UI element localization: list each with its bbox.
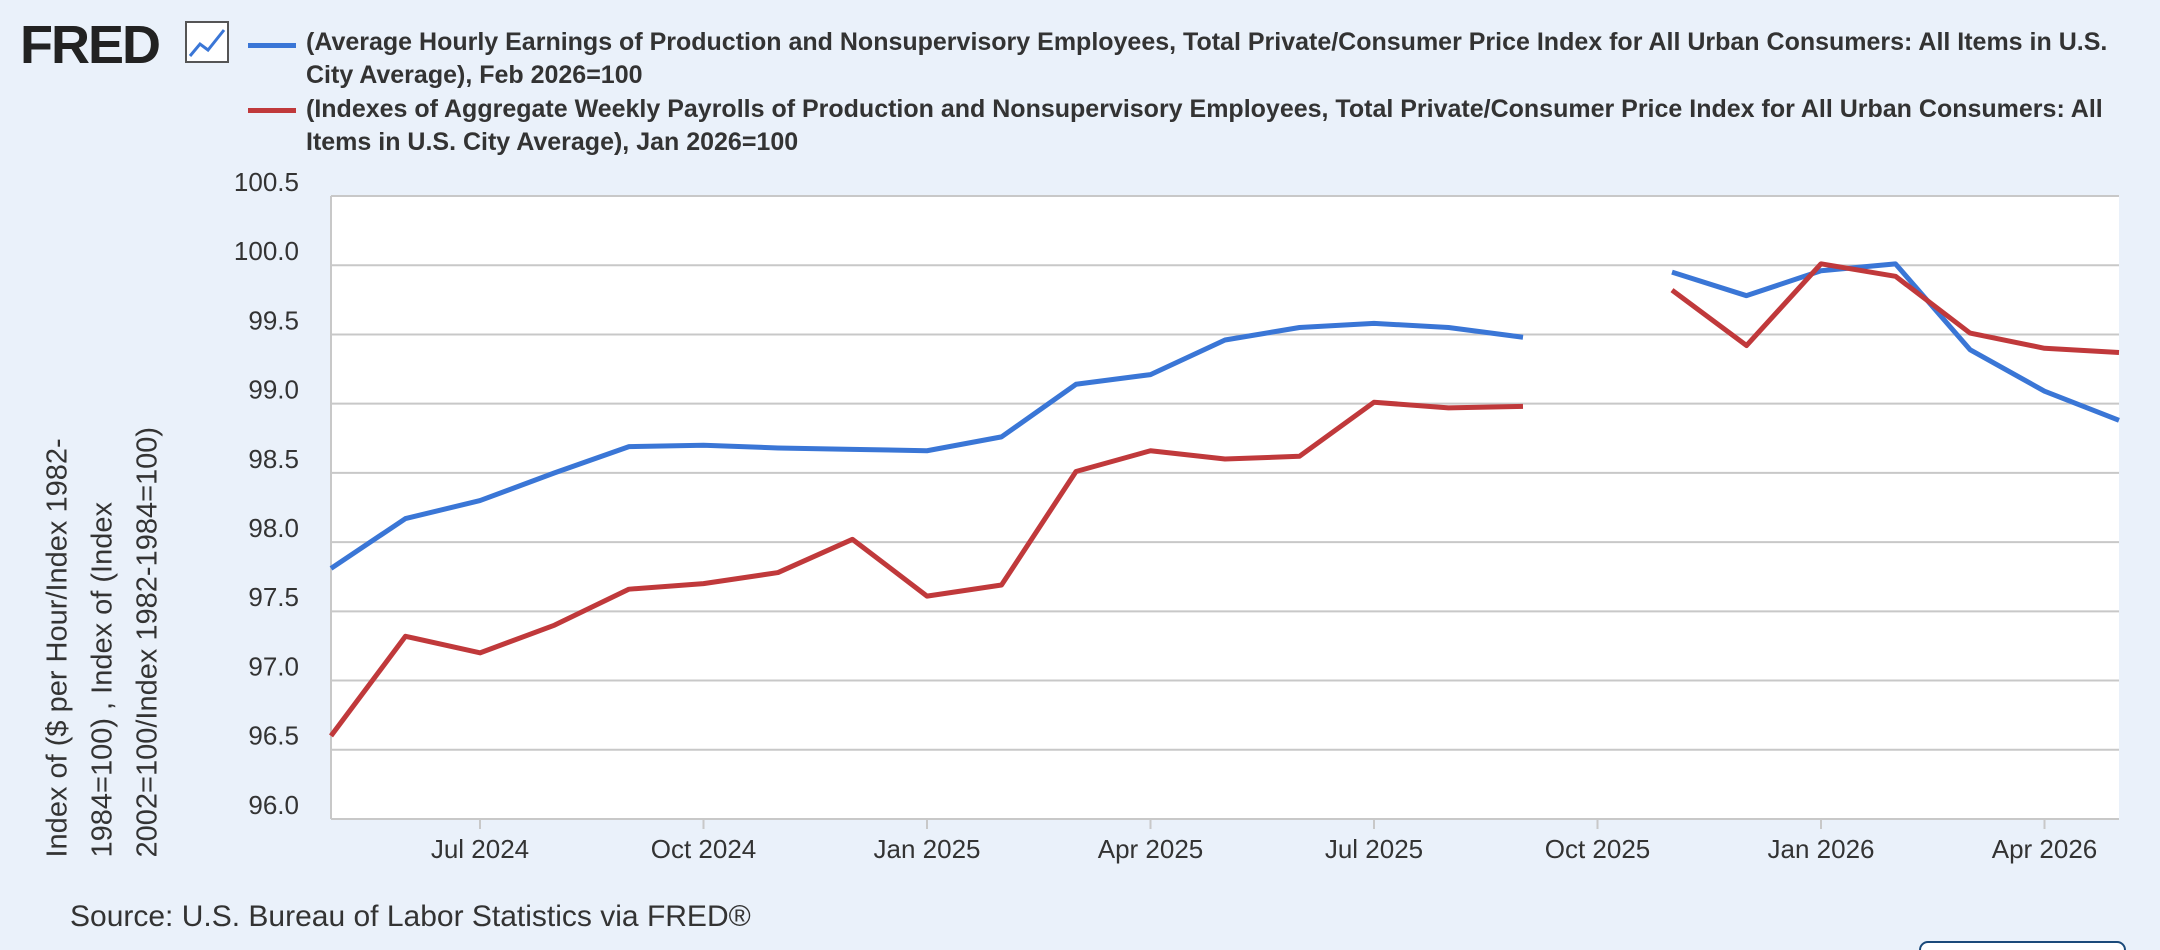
y-tick-label: 99.0 <box>248 375 299 405</box>
logo-icon-line <box>188 29 226 57</box>
x-tick-label: Jul 2025 <box>1325 834 1423 864</box>
y-tick-label: 97.5 <box>248 582 299 612</box>
x-tick-label: Jul 2024 <box>431 834 529 864</box>
y-tick-label: 96.5 <box>248 721 299 751</box>
legend-swatch <box>248 108 296 113</box>
x-tick-label: Jan 2026 <box>1768 834 1875 864</box>
legend-swatch <box>248 43 296 48</box>
y-tick-label: 98.0 <box>248 513 299 543</box>
line-series <box>328 261 2120 738</box>
legend-entry: (Indexes of Aggregate Weekly Payrolls of… <box>306 95 2103 156</box>
x-tick-label: Oct 2025 <box>1545 834 1651 864</box>
x-tick-label: Apr 2025 <box>1098 834 1204 864</box>
logo[interactable]: FRED <box>20 15 161 75</box>
y-tick-label: 98.5 <box>248 444 299 474</box>
y-axis-title: Index of ($ per Hour/Index 1982-1984=100… <box>41 426 164 858</box>
y-tick-label: 96.0 <box>248 790 299 820</box>
plot-area <box>331 196 2119 819</box>
y-tick-label: 100.5 <box>234 167 299 197</box>
x-tick-label: Jan 2025 <box>874 834 981 864</box>
y-tick-label: 99.5 <box>248 305 299 335</box>
legend-entry: (Average Hourly Earnings of Production a… <box>306 28 2108 89</box>
x-tick-label: Oct 2024 <box>651 834 757 864</box>
source: Source: U.S. Bureau of Labor Statistics … <box>70 900 751 933</box>
line-series <box>329 261 2120 571</box>
x-tick-label: Apr 2026 <box>1992 834 2098 864</box>
logo-icon[interactable] <box>185 21 229 63</box>
button[interactable] <box>1919 941 2126 950</box>
y-tick-label: 100.0 <box>234 236 299 266</box>
y-tick-label: 97.0 <box>248 651 299 681</box>
